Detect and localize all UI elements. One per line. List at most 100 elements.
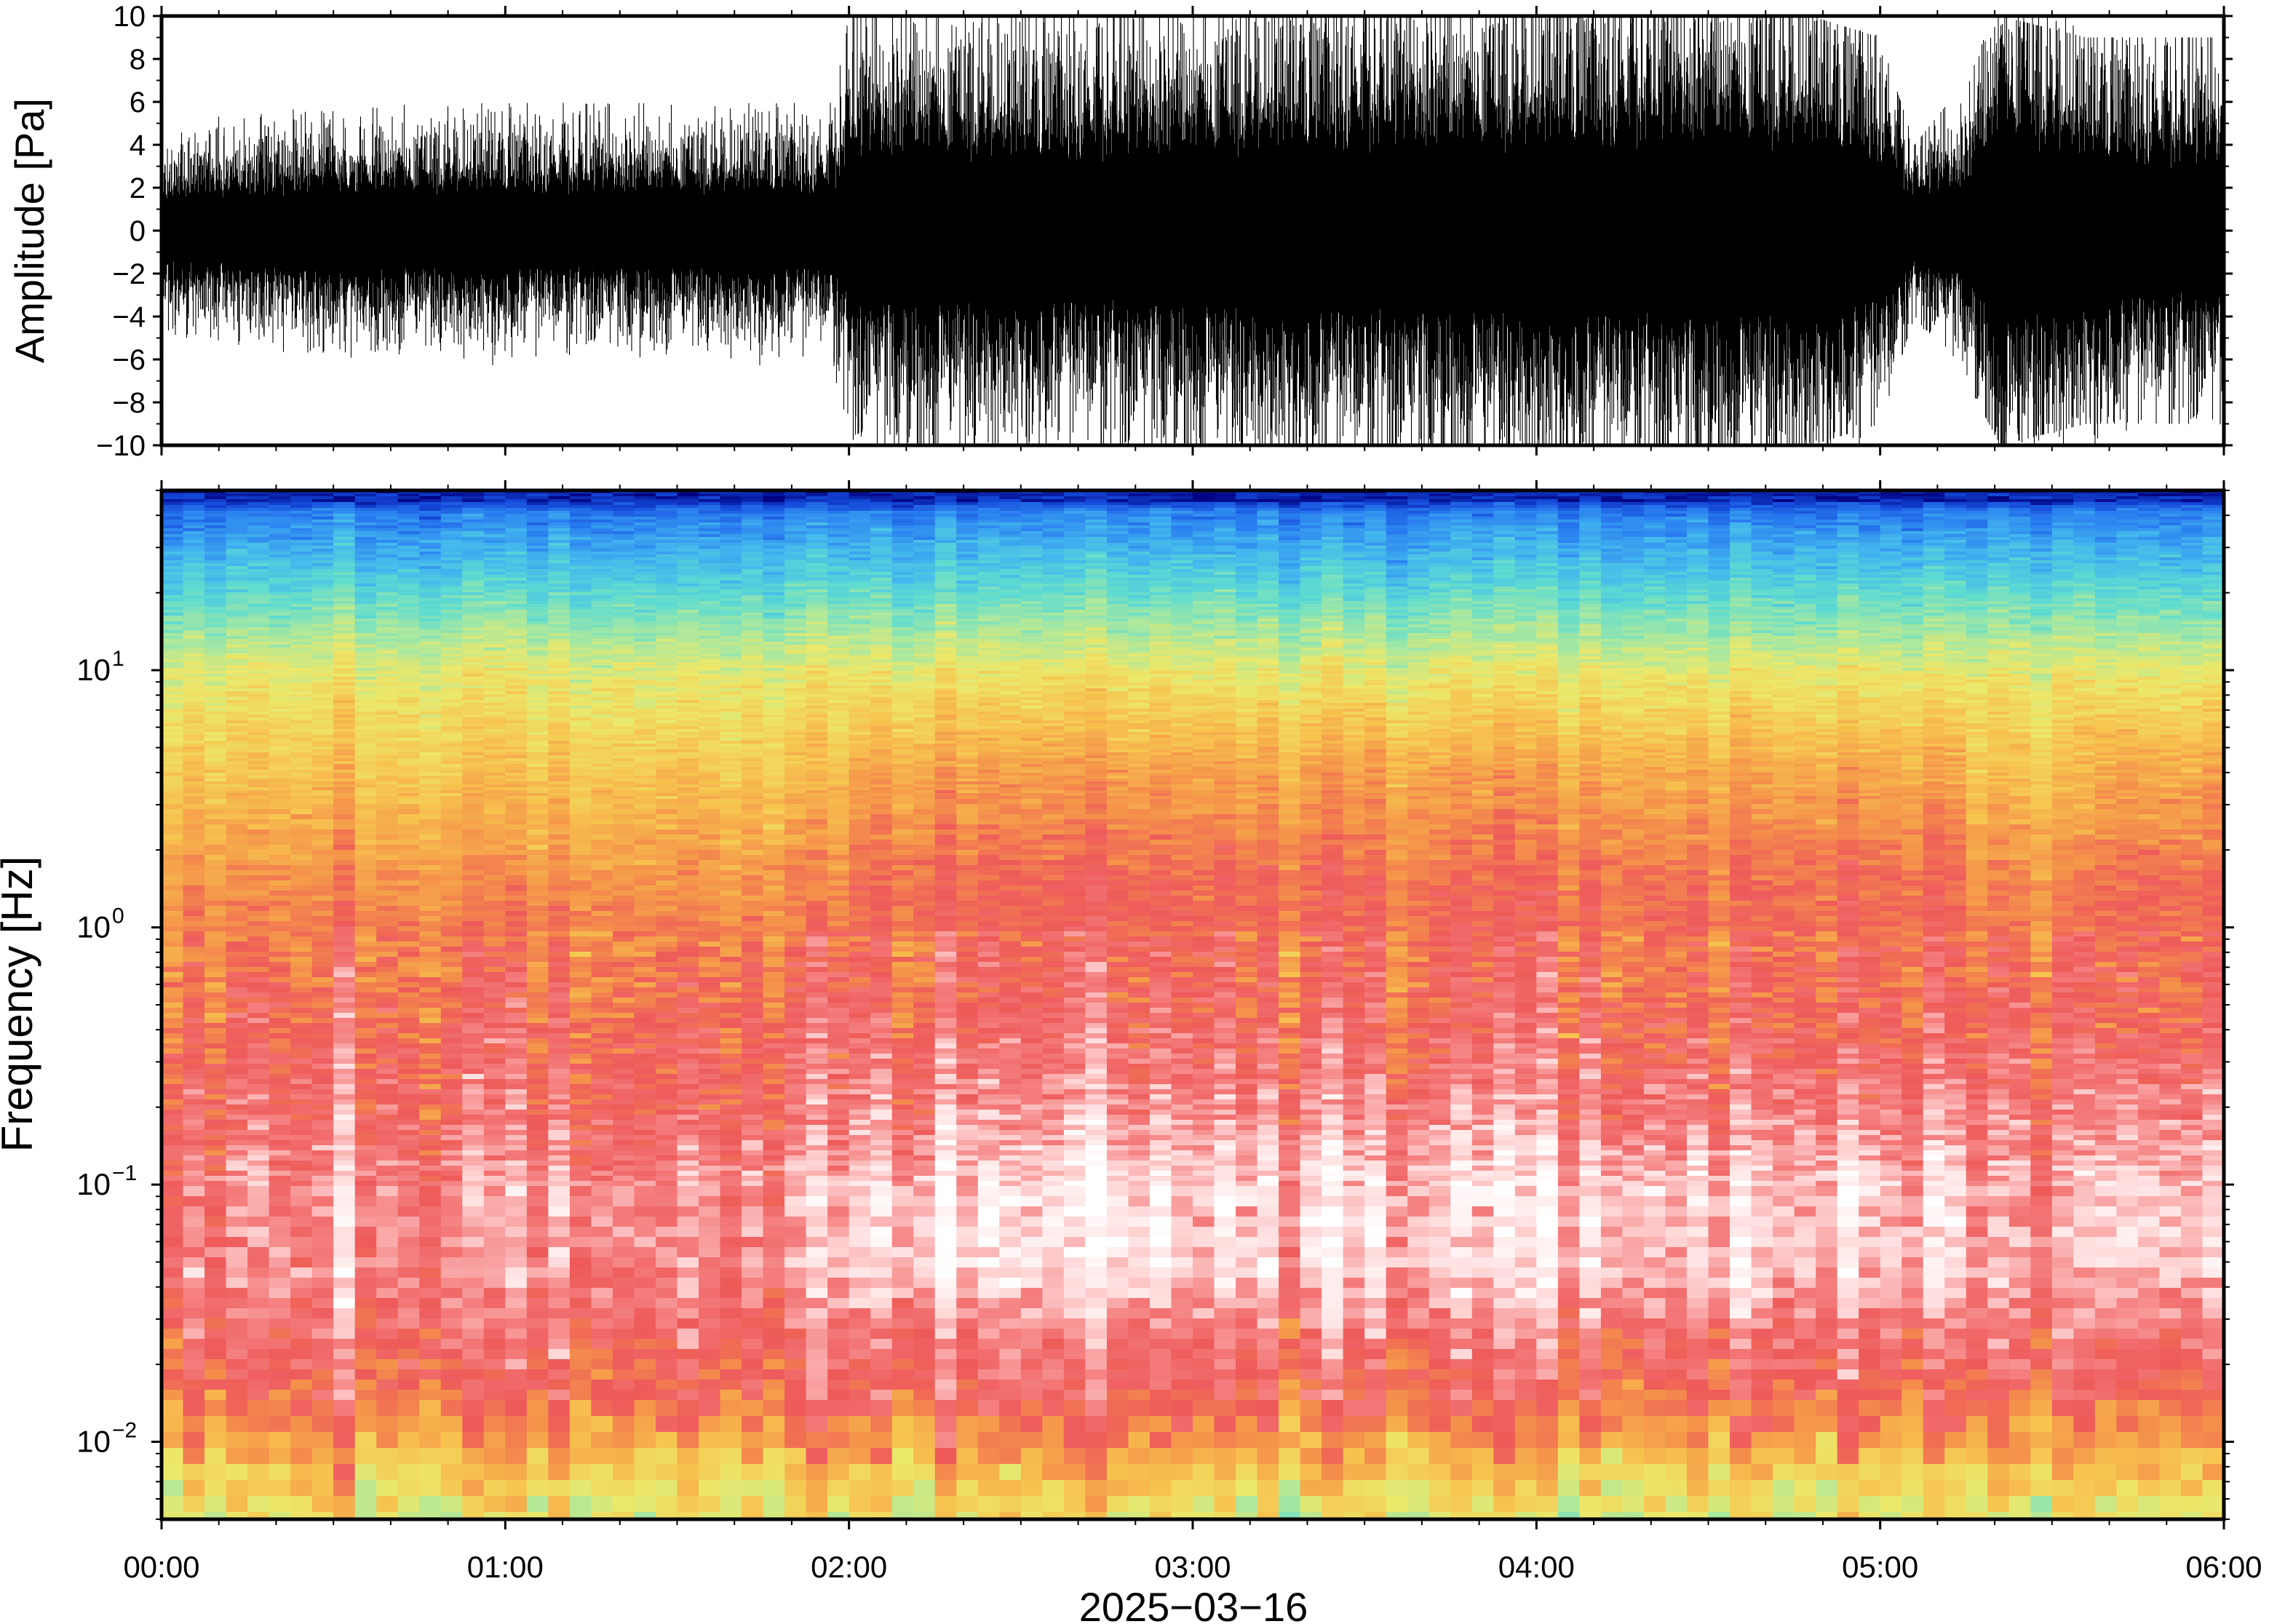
spectrogram-cell — [613, 891, 635, 896]
spectrogram-cell — [398, 569, 420, 573]
spectrogram-cell — [419, 793, 441, 797]
spectrogram-cell — [634, 824, 656, 830]
spectrogram-cell — [570, 566, 592, 570]
spectrogram-cell — [484, 1084, 506, 1090]
spectrogram-cell — [333, 901, 355, 907]
spectrogram-cell — [247, 773, 269, 776]
spectrogram-cell — [419, 586, 441, 590]
spectrogram-cell — [162, 916, 183, 922]
spectrogram-cell — [162, 992, 183, 998]
spectrogram-cell — [505, 665, 527, 669]
spectrogram-cell — [570, 1480, 592, 1497]
spectrogram-cell — [484, 694, 506, 698]
spectrogram-cell — [570, 525, 592, 529]
spectrogram-cell — [162, 1150, 183, 1156]
spectrogram-cell — [505, 1023, 527, 1029]
spectrogram-cell — [398, 726, 420, 730]
spectrogram-cell — [484, 534, 506, 538]
spectrogram-cell — [226, 962, 248, 968]
spectrogram-cell — [484, 645, 506, 648]
spectrogram-cell — [312, 982, 334, 988]
spectrogram-cell — [570, 967, 592, 973]
spectrogram-cell — [570, 824, 592, 830]
spectrogram-cell — [548, 633, 570, 637]
spectrogram-cell — [226, 982, 248, 988]
spectrogram-cell — [462, 1023, 484, 1029]
spectrogram-cell — [505, 1104, 527, 1110]
spectrogram-cell — [333, 650, 355, 654]
spectrogram-cell — [290, 1464, 312, 1481]
spectrogram-cell — [290, 1206, 312, 1217]
spectrogram-cell — [484, 1054, 506, 1059]
spectrogram-cell — [570, 505, 592, 509]
spectrogram-cell — [484, 824, 506, 830]
spectrogram-cell — [505, 732, 527, 736]
spectrogram-cell — [312, 1247, 334, 1258]
spectrogram-cell — [613, 636, 635, 640]
spectrogram-cell — [333, 1349, 355, 1360]
spectrogram-cell — [226, 723, 248, 727]
spectrogram-cell — [398, 659, 420, 663]
spectrogram-cell — [484, 1038, 506, 1044]
spectrogram-cell — [355, 1416, 377, 1433]
spectrogram-cell — [419, 916, 441, 922]
spectrogram-cell — [355, 616, 377, 619]
spectrogram-cell — [333, 885, 355, 891]
spectrogram-cell — [548, 552, 570, 555]
spectrogram-cell — [226, 665, 248, 669]
spectrogram-cell — [505, 1013, 527, 1019]
spectrogram-cell — [355, 552, 377, 555]
spectrogram-cell — [398, 613, 420, 616]
spectrogram-cell — [441, 703, 463, 706]
spectrogram-cell — [634, 860, 656, 866]
spectrogram-cell — [634, 758, 656, 762]
spectrogram-cell — [247, 691, 269, 695]
spectrogram-cell — [269, 712, 291, 715]
spectrogram-cell — [376, 1464, 398, 1481]
spectrogram-cell — [634, 1120, 656, 1126]
spectrogram-cell — [376, 1217, 398, 1227]
spectrogram-cell — [355, 540, 377, 544]
spectrogram-cell — [484, 598, 506, 602]
spectrogram-cell — [269, 502, 291, 506]
spectrogram-cell — [441, 694, 463, 698]
spectrogram-cell — [312, 534, 334, 538]
spectrogram-cell — [355, 653, 377, 657]
spectrogram-cell — [484, 1155, 506, 1161]
spectrogram-cell — [591, 1155, 613, 1161]
spectrogram-cell — [570, 982, 592, 988]
spectrogram-cell — [355, 613, 377, 616]
spectrogram-cell — [505, 1099, 527, 1105]
spectrogram-cell — [441, 1079, 463, 1085]
spectrogram-cell — [204, 517, 226, 520]
spectrogram-cell — [333, 557, 355, 561]
spectrogram-cell — [484, 942, 506, 947]
spectrogram-cell — [419, 1237, 441, 1248]
spectrogram-cell — [570, 972, 592, 978]
spectrogram-cell — [419, 720, 441, 724]
spectrogram-cell — [333, 586, 355, 590]
spectrogram-cell — [183, 1432, 205, 1449]
spectrogram-cell — [419, 1298, 441, 1309]
spectrogram-cell — [634, 697, 656, 701]
spectrogram-cell — [656, 505, 677, 509]
spectrogram-cell — [376, 540, 398, 544]
spectrogram-cell — [613, 1145, 635, 1151]
spectrogram-cell — [634, 809, 656, 815]
spectrogram-cell — [441, 522, 463, 526]
spectrogram-cell — [204, 610, 226, 613]
spectrogram-cell — [355, 1145, 377, 1151]
spectrogram-cell — [333, 645, 355, 648]
spectrogram-cell — [527, 549, 549, 552]
spectrogram-cell — [634, 1161, 656, 1166]
spectrogram-cell — [247, 1171, 269, 1177]
spectrogram-cell — [290, 860, 312, 866]
spectrogram-cell — [333, 563, 355, 567]
spectrogram-cell — [613, 1054, 635, 1059]
spectrogram-cell — [355, 764, 377, 768]
spectrogram-cell — [247, 546, 269, 549]
spectrogram-cell — [505, 1267, 527, 1278]
spectrogram-cell — [613, 697, 635, 701]
spectrogram-cell — [247, 1084, 269, 1090]
spectrogram-cell — [290, 875, 312, 881]
